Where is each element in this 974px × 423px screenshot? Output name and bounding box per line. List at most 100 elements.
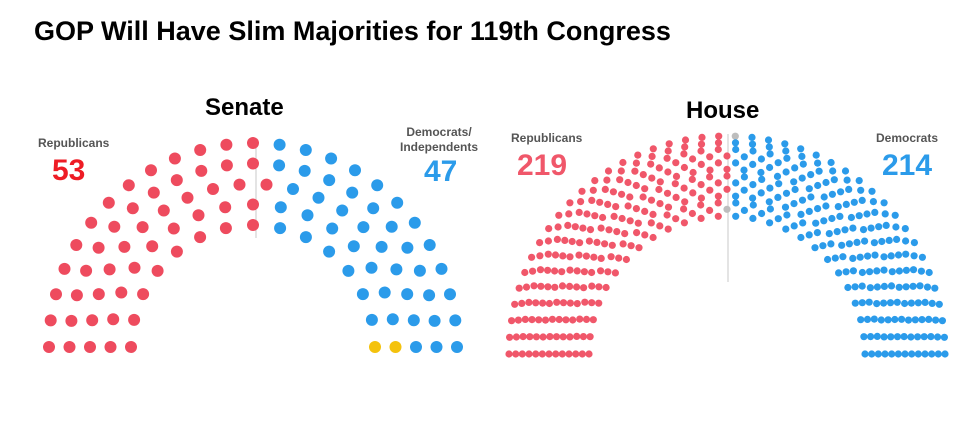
seat-republicans — [714, 199, 722, 207]
seat-democrats — [385, 220, 398, 233]
seat-democrats — [938, 317, 946, 325]
seat-democrats — [909, 266, 918, 274]
seat-democrats — [814, 181, 822, 190]
seat-democrats — [855, 212, 863, 220]
seat-democrats — [836, 212, 844, 220]
seat-democrats — [887, 333, 895, 341]
seat-democrats — [847, 213, 855, 222]
seat-republicans — [532, 350, 540, 358]
seat-republicans — [641, 207, 649, 215]
seat-democrats — [870, 239, 878, 247]
seat-republicans — [532, 333, 540, 341]
seat-republicans — [697, 194, 705, 202]
seat-democrats — [401, 288, 414, 301]
seat-democrats — [740, 186, 748, 194]
seat-democrats — [430, 341, 443, 353]
seat-republicans — [619, 158, 627, 167]
seat-independents — [389, 341, 402, 353]
seat-democrats — [855, 177, 863, 185]
seat-republicans — [647, 160, 655, 168]
senate-democrats-label: Democrats/ Independents — [400, 125, 479, 154]
seat-democrats — [902, 266, 910, 274]
seat-republicans — [580, 284, 588, 292]
seat-republicans — [558, 282, 567, 290]
seat-democrats — [732, 179, 740, 187]
seat-republicans — [515, 284, 523, 292]
seat-democrats — [870, 315, 878, 323]
seat-democrats — [740, 206, 748, 214]
seat-democrats — [940, 333, 948, 341]
seat-republicans — [589, 186, 597, 194]
seat-republicans — [552, 333, 561, 341]
seat-democrats — [356, 288, 369, 301]
seat-democrats — [827, 240, 835, 248]
seat-republicans — [80, 264, 93, 277]
seat-republicans — [607, 253, 615, 261]
seat-republicans — [665, 140, 673, 148]
seat-republicans — [578, 187, 586, 195]
seat-democrats — [885, 236, 893, 244]
seat-democrats — [740, 153, 748, 161]
seat-democrats — [902, 250, 910, 258]
seat-republicans — [545, 225, 553, 233]
senate-chart: Senate Republicans 53 Democrats/ Indepen… — [38, 94, 479, 353]
seat-republicans — [588, 268, 596, 277]
seat-democrats — [349, 164, 361, 177]
seat-republicans — [589, 316, 597, 324]
seat-republicans — [43, 341, 55, 353]
seat-republicans — [618, 214, 626, 223]
seat-republicans — [544, 266, 552, 274]
seat-democrats — [861, 350, 869, 358]
seat-democrats — [828, 214, 836, 223]
seat-democrats — [866, 284, 874, 292]
seat-democrats — [925, 268, 933, 277]
seat-republicans — [145, 164, 157, 177]
seat-republicans — [194, 144, 207, 156]
seat-republicans — [618, 190, 626, 198]
seat-democrats — [301, 209, 314, 222]
seat-democrats — [914, 333, 922, 341]
seat-democrats — [920, 333, 928, 341]
seat-republicans — [723, 172, 731, 180]
seat-democrats — [273, 159, 286, 172]
seat-republicans — [697, 214, 705, 222]
seat-democrats — [749, 194, 757, 202]
seat-democrats — [887, 282, 896, 290]
seat-democrats — [901, 299, 909, 308]
seat-democrats — [748, 140, 757, 148]
seat-democrats — [781, 203, 790, 211]
seat-democrats — [891, 211, 899, 219]
seat-republicans — [634, 219, 642, 227]
seat-democrats — [781, 140, 789, 148]
seat-republicans — [680, 219, 688, 227]
seat-republicans — [681, 136, 690, 144]
seat-democrats — [811, 244, 819, 252]
seat-democrats — [732, 212, 740, 220]
seat-democrats — [868, 187, 876, 195]
chart-title: GOP Will Have Slim Majorities for 119th … — [34, 16, 671, 46]
seat-republicans — [536, 252, 544, 260]
seat-democrats — [766, 219, 774, 227]
seat-republicans — [634, 151, 642, 159]
seat-democrats — [849, 267, 857, 275]
seat-republicans — [597, 224, 605, 232]
seat-republicans — [573, 300, 581, 308]
seat-republicans — [632, 159, 640, 167]
seat-democrats — [874, 350, 882, 358]
seat-democrats — [748, 133, 756, 141]
seat-democrats — [894, 350, 902, 358]
seat-republicans — [723, 185, 731, 193]
seat-republicans — [577, 198, 585, 206]
seat-republicans — [247, 219, 259, 231]
seat-democrats — [758, 175, 766, 183]
seat-republicans — [706, 173, 714, 181]
seat-democrats — [934, 350, 942, 358]
seat-democrats — [797, 233, 805, 242]
seat-republicans — [544, 237, 552, 245]
seat-democrats — [731, 139, 740, 147]
seat-democrats — [357, 221, 370, 234]
seat-republicans — [631, 167, 639, 175]
seat-republicans — [593, 238, 601, 246]
seat-democrats — [814, 205, 822, 213]
seat-democrats — [749, 201, 757, 209]
